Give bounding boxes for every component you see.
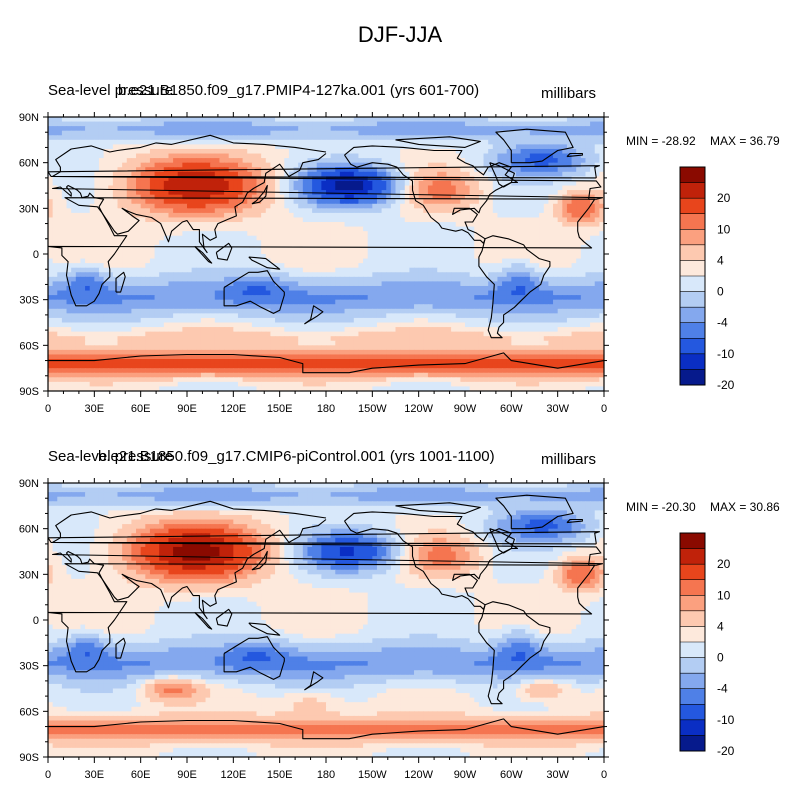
- lon-tick-label: 180: [317, 403, 335, 415]
- colorbar-label: 20: [717, 191, 731, 205]
- lat-tick-label: 0: [33, 615, 39, 627]
- colorbar-segment: [680, 276, 705, 292]
- lat-tick-label: 60S: [19, 706, 39, 718]
- lon-tick-label: 60E: [131, 403, 151, 415]
- lat-tick-label: 90N: [19, 112, 39, 124]
- colorbar-segment: [680, 229, 705, 245]
- lon-tick-label: 60W: [500, 403, 523, 415]
- lat-tick-label: 30N: [19, 569, 39, 581]
- colorbar-segment: [680, 245, 705, 261]
- colorbar-segment: [680, 704, 705, 720]
- colorbar-segment: [680, 549, 705, 565]
- lon-tick-label: 60W: [500, 769, 523, 781]
- lon-tick-label: 60E: [131, 769, 151, 781]
- lon-tick-label: 0: [45, 769, 51, 781]
- colorbar-segment: [680, 735, 705, 751]
- colorbar-segment: [680, 564, 705, 580]
- lon-tick-label: 30E: [85, 403, 105, 415]
- colorbar-label: -20: [717, 378, 735, 392]
- lat-tick-label: 30S: [19, 295, 39, 307]
- lon-tick-label: 120W: [404, 769, 433, 781]
- colorbar-label: 10: [717, 222, 731, 236]
- colorbar: [680, 167, 705, 385]
- colorbar-segment: [680, 580, 705, 596]
- colorbar-segment: [680, 533, 705, 549]
- figure-title: DJF-JJA: [0, 22, 800, 48]
- colorbar-segment: [680, 214, 705, 230]
- colorbar-label: -10: [717, 713, 735, 727]
- lon-tick-label: 150E: [267, 403, 293, 415]
- colorbar-segment: [680, 338, 705, 354]
- lat-tick-label: 0: [33, 249, 39, 261]
- lon-tick-label: 0: [601, 403, 607, 415]
- lon-tick-label: 0: [601, 769, 607, 781]
- colorbar-segment: [680, 626, 705, 642]
- colorbar-label: 4: [717, 253, 724, 267]
- colorbar-segment: [680, 307, 705, 323]
- lat-tick-label: 30N: [19, 203, 39, 215]
- lat-tick-label: 90N: [19, 478, 39, 490]
- map-svg: 90N 60N 30N 0 30S 60S 90S 0 30E 60E 90E 120E 150E 180…: [0, 70, 800, 440]
- map-panel-2: Sea-level pressure b.e21.B1850.f09_g17.C…: [0, 436, 800, 806]
- colorbar-label: 0: [717, 285, 724, 299]
- lon-tick-label: 150E: [267, 769, 293, 781]
- colorbar-label: -10: [717, 347, 735, 361]
- colorbar-segment: [680, 323, 705, 339]
- lon-tick-label: 90W: [454, 769, 477, 781]
- lon-tick-label: 180: [317, 769, 335, 781]
- colorbar-segment: [680, 658, 705, 674]
- colorbar-segment: [680, 595, 705, 611]
- colorbar-segment: [680, 260, 705, 276]
- map-svg: 90N 60N 30N 0 30S 60S 90S 0 30E 60E 90E 120E 150E 180…: [0, 436, 800, 806]
- colorbar-segment: [680, 183, 705, 199]
- colorbar-segment: [680, 198, 705, 214]
- colorbar-segment: [680, 720, 705, 736]
- lon-tick-label: 150W: [358, 403, 387, 415]
- slp-contour-fill: [48, 483, 605, 758]
- slp-contour-fill: [48, 117, 605, 392]
- lon-tick-label: 90W: [454, 403, 477, 415]
- colorbar-label: 0: [717, 651, 724, 665]
- map-panel-1: Sea-level pressure b.e21.B1850.f09_g17.P…: [0, 70, 800, 440]
- lat-tick-label: 90S: [19, 386, 39, 398]
- colorbar-segment: [680, 689, 705, 705]
- colorbar-label: -4: [717, 316, 728, 330]
- colorbar-segment: [680, 369, 705, 385]
- lon-tick-label: 120E: [220, 769, 246, 781]
- lon-tick-label: 30E: [85, 769, 105, 781]
- colorbar-label: 10: [717, 588, 731, 602]
- colorbar-segment: [680, 673, 705, 689]
- lon-tick-label: 30W: [546, 403, 569, 415]
- lat-tick-label: 30S: [19, 661, 39, 673]
- colorbar-label: -4: [717, 682, 728, 696]
- colorbar-label: -20: [717, 744, 735, 758]
- lon-tick-label: 0: [45, 403, 51, 415]
- colorbar-label: 20: [717, 557, 731, 571]
- colorbar-segment: [680, 167, 705, 183]
- lat-tick-label: 60N: [19, 524, 39, 536]
- lat-tick-label: 90S: [19, 752, 39, 764]
- colorbar-segment: [680, 354, 705, 370]
- lon-tick-label: 150W: [358, 769, 387, 781]
- lon-tick-label: 30W: [546, 769, 569, 781]
- colorbar-segment: [680, 611, 705, 627]
- lat-tick-label: 60S: [19, 340, 39, 352]
- lat-tick-label: 60N: [19, 158, 39, 170]
- colorbar-segment: [680, 292, 705, 308]
- lon-tick-label: 90E: [177, 403, 197, 415]
- colorbar-segment: [680, 642, 705, 658]
- colorbar: [680, 533, 705, 751]
- lon-tick-label: 120W: [404, 403, 433, 415]
- lon-tick-label: 90E: [177, 769, 197, 781]
- colorbar-label: 4: [717, 619, 724, 633]
- lon-tick-label: 120E: [220, 403, 246, 415]
